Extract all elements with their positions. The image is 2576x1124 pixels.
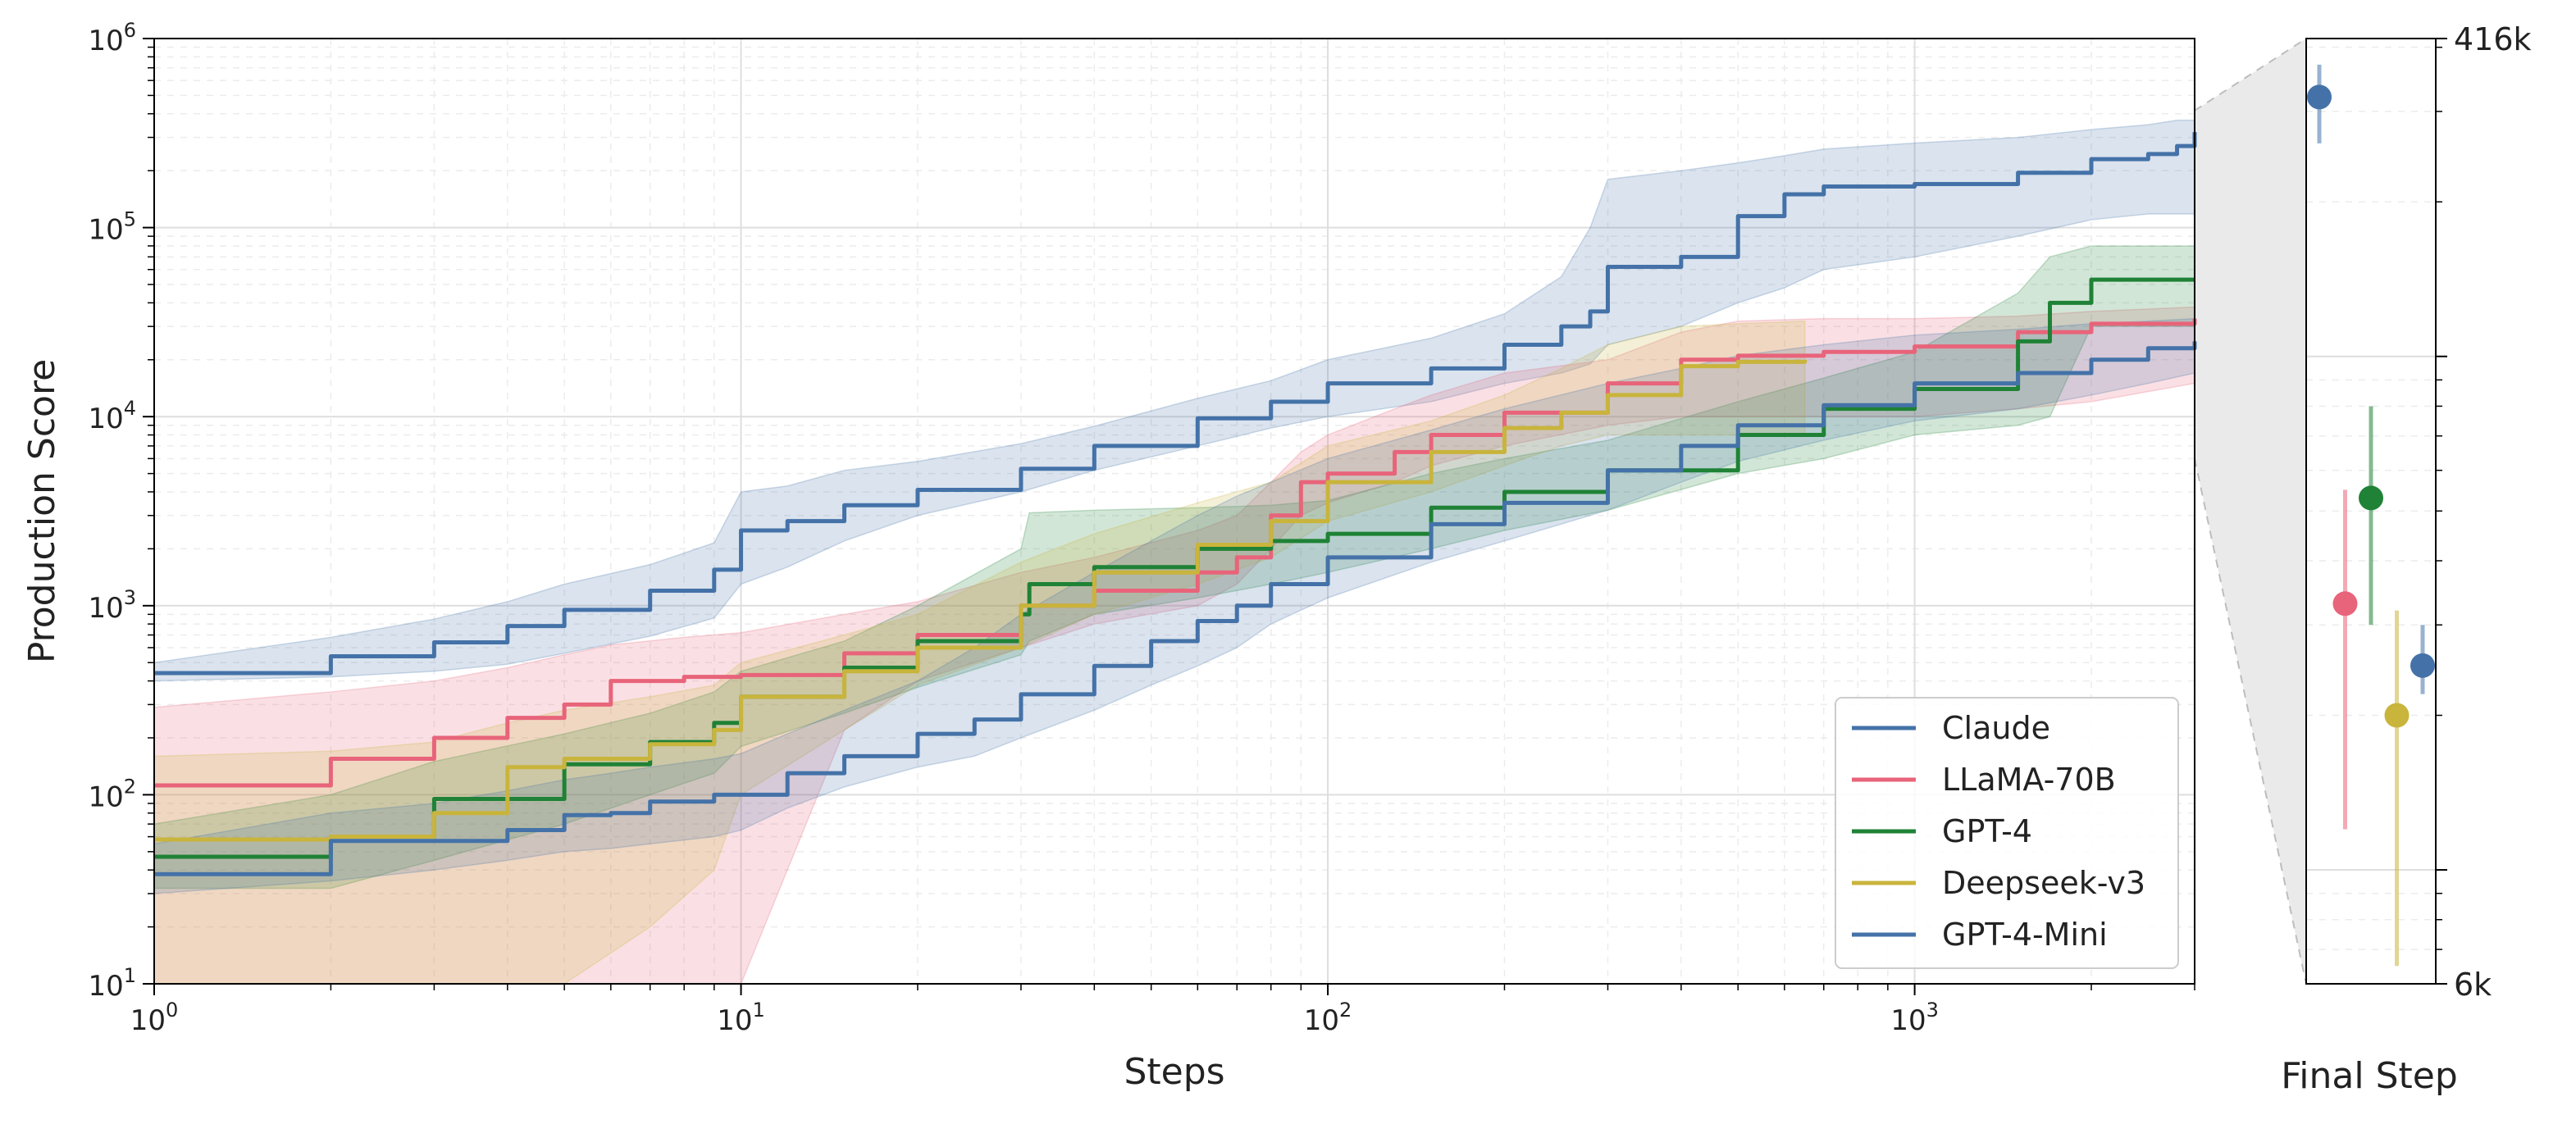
x-tick-labels: 100 101 102 103 — [130, 999, 1939, 1037]
legend-label-gpt-4-mini: GPT-4-Mini — [1942, 917, 2108, 953]
side-tick-label: 416k — [2454, 21, 2532, 57]
side-points — [2307, 64, 2435, 967]
y-tick-label: 106 — [88, 19, 136, 57]
x-tick-label: 100 — [130, 999, 179, 1037]
legend-label-claude: Claude — [1942, 710, 2050, 746]
side-x-axis-label: Final Step — [2281, 1055, 2458, 1097]
side-axis-ticks — [2436, 38, 2447, 985]
gpt-4-mini-line — [154, 341, 2197, 876]
x-tick-label: 103 — [1890, 999, 1939, 1037]
legend-label-llama-70b: LLaMA-70B — [1942, 762, 2116, 798]
zoom-connector — [2195, 39, 2306, 984]
llama-70b-line — [154, 318, 2197, 788]
gpt-4-mini-final-point — [2410, 653, 2435, 678]
legend-label-gpt-4: GPT-4 — [1942, 813, 2032, 849]
zoom-connector-bottom-line — [2194, 458, 2307, 985]
legend: Claude LLaMA-70B GPT-4 Deepseek-v3 GPT-4-Min… — [1835, 697, 2179, 969]
y-axis-label: Production Score — [21, 359, 63, 663]
x-tick-label: 102 — [1304, 999, 1352, 1037]
y-tick-labels: 101 102 103 104 105 106 — [88, 19, 136, 1003]
claude-final-point — [2307, 84, 2332, 110]
y-tick-label: 103 — [88, 586, 136, 625]
y-tick-label: 105 — [88, 208, 136, 247]
main-plot-frame — [153, 38, 2195, 985]
side-y-tick-labels: 416k 6k — [2454, 21, 2532, 1003]
x-axis-label: Steps — [1124, 1051, 1224, 1093]
zoom-connector-top-line — [2194, 38, 2307, 111]
side-tick-label: 6k — [2454, 967, 2492, 1003]
y-tick-label: 102 — [88, 775, 136, 813]
y-tick-label: 104 — [88, 397, 136, 435]
legend-label-deepseek-v3: Deepseek-v3 — [1942, 865, 2145, 901]
deepseek-v3-line — [154, 359, 1808, 842]
y-tick-label: 101 — [88, 964, 136, 1003]
gpt-4-final-point — [2359, 485, 2383, 511]
deepseek-v3-final-point — [2384, 703, 2410, 728]
claude-line — [154, 132, 2197, 676]
llama-70b-final-point — [2332, 591, 2358, 617]
x-tick-label: 101 — [717, 999, 765, 1037]
legend-box — [1835, 697, 2179, 969]
side-grid — [2306, 46, 2436, 950]
main-axis-ticks — [143, 38, 2195, 995]
main-series-lines — [154, 132, 2197, 876]
final-step-panel: 416k 6k Final Step — [2281, 21, 2531, 1097]
